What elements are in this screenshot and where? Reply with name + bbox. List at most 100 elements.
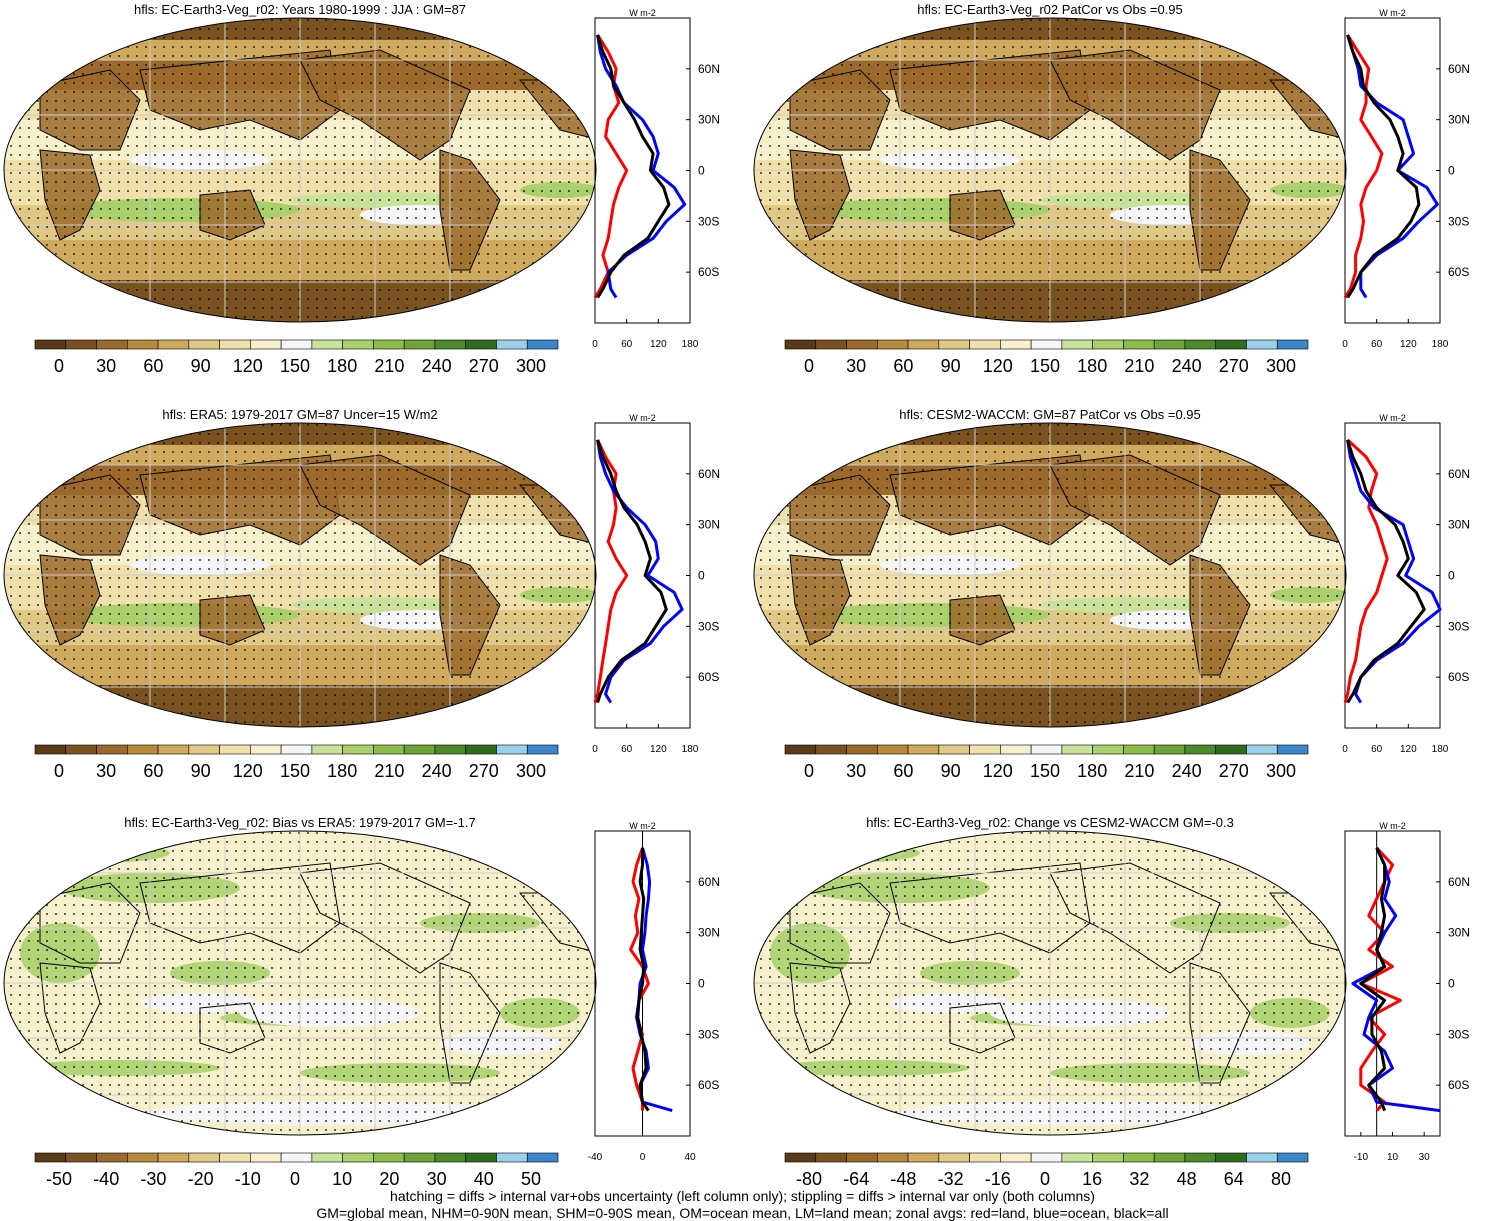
colorbar-swatch	[280, 744, 313, 755]
colorbar-swatch	[280, 1152, 313, 1163]
panel-3: hfls: ERA5: 1979-2017 GM=87 Uncer=15 W/m…	[0, 405, 742, 810]
zonal-ytick-label: 60N	[698, 62, 720, 76]
colorbar-swatch	[876, 339, 909, 350]
colorbar-swatch	[496, 1152, 528, 1163]
colorbar-swatch	[434, 1152, 467, 1163]
map-body	[754, 423, 1346, 727]
colorbar-label: 300	[516, 356, 546, 376]
zonal-xtick-label: 60	[621, 744, 633, 755]
colorbar-label: -16	[985, 1169, 1011, 1189]
zonal-ytick-label: 60N	[698, 875, 720, 889]
zonal-xtick-label: 10	[1387, 1152, 1399, 1163]
zonal-series-1	[596, 439, 684, 704]
zonal-ytick-label: 30S	[698, 619, 719, 633]
colorbar-label: -32	[938, 1169, 964, 1189]
colorbar-label: 10	[332, 1169, 352, 1189]
colorbar-swatch	[403, 1152, 436, 1163]
colorbar-label: 150	[1030, 356, 1060, 376]
colorbar-swatch	[373, 339, 405, 350]
colorbar-label: 270	[1219, 356, 1249, 376]
map-title: hfls: EC-Earth3-Veg_r02: Years 1980-1999…	[133, 2, 467, 17]
colorbar-swatch	[1246, 339, 1278, 350]
zonal-xtick-label: 60	[1371, 744, 1383, 755]
colorbar-swatch	[876, 744, 909, 755]
map-border	[3, 17, 597, 323]
zonal-xtick-label: 0	[592, 744, 598, 755]
zonal-ytick-label: 30S	[1448, 619, 1469, 633]
footer-line-1: hatching = diffs > internal var+obs unce…	[390, 1188, 1095, 1204]
colorbar-label: 180	[1077, 356, 1107, 376]
zonal-series-0	[1343, 34, 1384, 299]
colorbar-label: 0	[1040, 1169, 1050, 1189]
colorbar-label: 60	[893, 761, 913, 781]
map-body	[4, 18, 596, 322]
colorbar-label: 150	[1030, 761, 1060, 781]
colorbar-swatch	[938, 744, 970, 755]
zonal-ytick-label: 60S	[698, 670, 719, 684]
panel-graphic: 0 30 60 90 120 150 180 210 240 270 300 W m-2 60N 30N 0…	[3, 413, 720, 781]
zonal-ytick-label: 30S	[698, 214, 719, 228]
colorbar-label: -48	[890, 1169, 916, 1189]
colorbar-swatch	[96, 339, 128, 350]
zonal-series-0	[629, 847, 650, 1111]
colorbar-swatch	[342, 744, 374, 755]
colorbar-swatch	[938, 339, 970, 350]
colorbar-swatch	[815, 1152, 847, 1163]
map-title: hfls: ERA5: 1979-2017 GM=87 Uncer=15 W/m…	[162, 407, 438, 422]
colorbar-label: -50	[46, 1169, 72, 1189]
colorbar-label: 210	[1124, 761, 1154, 781]
zonal-xtick-label: -40	[588, 1152, 603, 1163]
colorbar-label: 50	[521, 1169, 541, 1189]
zonal-xtick-label: 60	[621, 339, 633, 350]
colorbar-swatch	[1092, 339, 1124, 350]
zonal-xtick-label: 0	[1342, 744, 1348, 755]
colorbar-swatch	[126, 339, 159, 350]
zonal-xtick-label: 0	[592, 339, 598, 350]
colorbar-label: 90	[191, 761, 211, 781]
colorbar-swatch	[784, 744, 817, 755]
zonal-xtick-label: 40	[684, 1152, 696, 1163]
zonal-series-2	[596, 34, 671, 299]
map-border	[753, 422, 1347, 728]
colorbar-swatch	[1123, 1152, 1155, 1163]
zonal-ytick-label: 30N	[1448, 518, 1470, 532]
colorbar-swatch	[1092, 744, 1124, 755]
colorbar-label: -80	[796, 1169, 822, 1189]
colorbar-label: 240	[422, 356, 452, 376]
colorbar-label: -10	[235, 1169, 261, 1189]
colorbar-swatch	[434, 339, 467, 350]
colorbar-swatch	[465, 1152, 497, 1163]
colorbar-swatch	[496, 744, 528, 755]
zonal-series-2	[1346, 34, 1421, 299]
colorbar-label: 240	[1172, 356, 1202, 376]
colorbar-swatch	[34, 744, 67, 755]
colorbar-swatch	[465, 339, 497, 350]
colorbar-label: 240	[1172, 761, 1202, 781]
colorbar-label: 30	[96, 761, 116, 781]
zonal-ytick-label: 60N	[1448, 467, 1470, 481]
colorbar-label: 60	[893, 356, 913, 376]
zonal-xtick-label: 0	[1342, 339, 1348, 350]
colorbar-label: 120	[233, 761, 263, 781]
colorbar-swatch	[1276, 1152, 1309, 1163]
map-title: hfls: CESM2-WACCM: GM=87 PatCor vs Obs =…	[899, 407, 1201, 422]
zonal-unit: W m-2	[1379, 821, 1406, 831]
zonal-unit: W m-2	[629, 8, 656, 18]
colorbar-swatch	[969, 1152, 1001, 1163]
colorbar-label: 300	[516, 761, 546, 781]
colorbar-swatch	[815, 744, 847, 755]
colorbar-swatch	[876, 1152, 909, 1163]
map-border	[3, 422, 597, 728]
colorbar-swatch	[219, 1152, 251, 1163]
colorbar-swatch	[526, 339, 559, 350]
colorbar-swatch	[1215, 744, 1247, 755]
colorbar-swatch	[96, 1152, 128, 1163]
colorbar-swatch	[342, 339, 374, 350]
colorbar-swatch	[219, 744, 251, 755]
colorbar-swatch	[784, 339, 817, 350]
colorbar-swatch	[1123, 744, 1155, 755]
colorbar-label: 0	[804, 356, 814, 376]
colorbar-swatch	[496, 339, 528, 350]
zonal-ytick-label: 0	[698, 164, 705, 178]
colorbar-swatch	[526, 744, 559, 755]
